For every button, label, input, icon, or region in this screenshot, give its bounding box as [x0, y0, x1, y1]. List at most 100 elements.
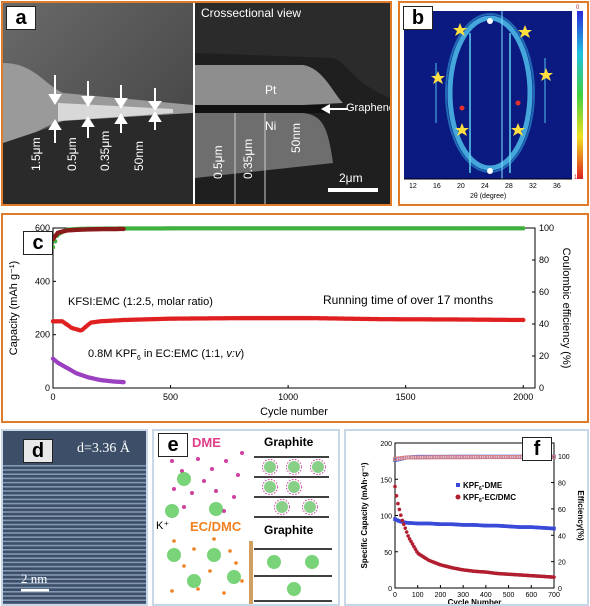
graphite-layers-bottom — [254, 548, 332, 602]
lattice-fringe — [3, 507, 146, 509]
y2-tick-label: 40 — [539, 319, 549, 329]
data-point — [501, 455, 506, 460]
lattice-fringe — [3, 477, 146, 480]
dme-shell — [274, 499, 290, 515]
data-point — [510, 455, 515, 460]
data-point — [397, 507, 402, 512]
y-tick-label: 400 — [35, 276, 50, 286]
lattice-fringe — [3, 582, 146, 585]
lattice-fringe — [3, 565, 146, 568]
x-axis-label: 2θ (degree) — [470, 193, 507, 200]
dme-molecule — [196, 457, 200, 461]
data-point — [485, 455, 490, 460]
data-point — [439, 455, 444, 460]
y2-tick-label: 100 — [539, 223, 554, 233]
ec-dmc-molecule — [222, 591, 226, 595]
left-label-1-5um: 1.5μm — [29, 137, 43, 171]
lattice-fringe — [3, 473, 146, 475]
panel-e-label: e — [158, 433, 188, 457]
xtick-28: 28 — [505, 183, 513, 190]
ni-label: Ni — [265, 119, 277, 133]
cross-section-title: Crossectional view — [201, 6, 302, 20]
lattice-fringe — [3, 494, 146, 496]
data-point — [403, 526, 408, 530]
series-2 — [393, 484, 556, 579]
data-point — [397, 456, 402, 461]
dme-molecule — [182, 505, 186, 509]
left-label-0-5um: 0.5μm — [65, 137, 79, 171]
y-tick-label: 200 — [35, 330, 50, 340]
dme-molecule — [190, 491, 194, 495]
data-point — [429, 455, 434, 460]
panel-d: d d=3.36 Å 2 nm — [1, 429, 148, 606]
lattice-fringe — [3, 481, 146, 484]
data-point — [471, 455, 476, 460]
lattice-fringe — [3, 557, 146, 559]
lattice-fringe — [3, 486, 146, 488]
data-point — [466, 455, 471, 460]
data-point — [512, 455, 517, 460]
y-tick-label: 0 — [45, 383, 50, 393]
left-arrows — [48, 75, 162, 143]
right-label-0-35um: 0.35μm — [241, 138, 255, 179]
lattice-fringe — [3, 465, 146, 467]
ec-dmc-molecule — [234, 561, 238, 565]
lattice-fringe — [3, 549, 146, 551]
data-point — [476, 455, 480, 460]
y2-tick-label: 20 — [558, 560, 566, 567]
ec-dmc-molecule — [192, 547, 196, 551]
dme-shell — [310, 459, 326, 475]
data-point — [478, 455, 483, 460]
solvated-k-ion — [276, 501, 288, 513]
y2-tick-label: 40 — [558, 533, 566, 540]
data-point — [552, 455, 556, 460]
k-ion — [187, 574, 201, 588]
data-point — [469, 455, 473, 460]
dme-shell — [262, 479, 278, 495]
y2-tick-label: 80 — [539, 255, 549, 265]
panel-f: 0 100 200 300 400 500 600 700 0 50 100 150 200 0 20 40 6… — [344, 429, 589, 606]
data-point — [455, 455, 460, 460]
plot-frame — [394, 442, 555, 589]
lattice-fringe — [3, 599, 146, 601]
data-point — [394, 494, 399, 498]
panel-c: c 0 500 1000 1500 2000 0 200 400 600 0 20 40 60 80 100… — [1, 213, 589, 423]
lattice-fringe — [3, 490, 146, 492]
lattice-fringe — [3, 595, 146, 597]
dme-molecule — [224, 459, 228, 463]
x-tick-label: 500 — [163, 392, 178, 402]
lattice-fringe — [3, 578, 146, 580]
y-tick-label: 200 — [380, 441, 392, 448]
data-point — [121, 226, 126, 232]
data-point — [420, 455, 425, 460]
data-point — [450, 455, 455, 460]
data-point — [505, 455, 510, 460]
data-point — [404, 530, 409, 534]
solvated-k-ion — [264, 481, 276, 493]
panel-d-tem-image — [3, 431, 146, 604]
y-tick-label: 150 — [380, 477, 392, 484]
lattice-fringe — [3, 586, 146, 589]
data-point — [494, 455, 499, 460]
y2-tick-label: 0 — [539, 383, 544, 393]
left-label-0-35um: 0.35μm — [98, 130, 112, 171]
lattice-fringe — [3, 540, 146, 543]
x-tick-label: 300 — [457, 592, 469, 599]
dme-molecule — [202, 479, 206, 483]
panel-e: e DME K⁺ EC/DMC Graphite Graphite — [152, 429, 340, 606]
panel-c-chart: 0 500 1000 1500 2000 0 200 400 600 0 20 40 60 80 100 Cy… — [8, 223, 572, 418]
ec-dmc-molecule — [182, 564, 186, 568]
data-point — [517, 455, 522, 460]
dme-molecule — [180, 469, 184, 473]
data-point — [401, 522, 406, 527]
solvated-k-ion — [264, 461, 276, 473]
y2-tick-label: 100 — [558, 454, 570, 461]
y2-tick-label: 60 — [539, 287, 549, 297]
x-axis-label: Cycle number — [260, 406, 328, 418]
x-axis-label: Cycle Number — [448, 598, 502, 604]
panel-b-diffraction-map — [404, 11, 583, 180]
data-point — [521, 317, 526, 323]
c-annotation-kpf6: 0.8M KPF6 in EC:EMC (1:1, v:v) — [88, 348, 244, 362]
xtick-32: 32 — [529, 183, 537, 190]
data-point — [413, 455, 418, 460]
